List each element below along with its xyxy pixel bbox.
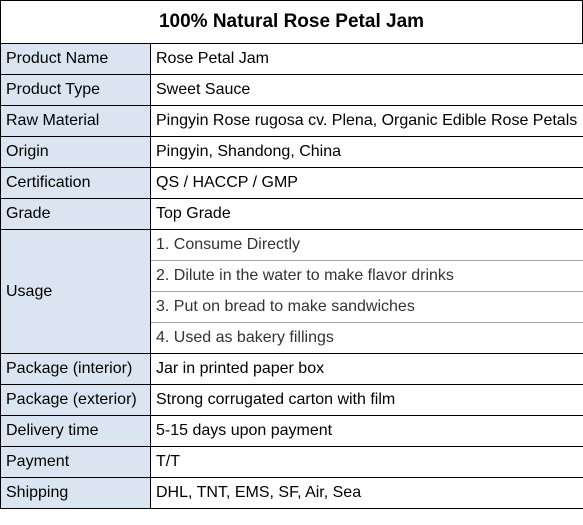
row-label: Certification	[0, 167, 151, 199]
row-label: Raw Material	[0, 105, 151, 137]
usage-item: 2. Dilute in the water to make flavor dr…	[150, 260, 583, 292]
usage-item: 4. Used as bakery fillings	[150, 322, 583, 354]
table-row-raw-material: Raw Material Pingyin Rose rugosa cv. Ple…	[0, 105, 583, 137]
row-value: QS / HACCP / GMP	[150, 167, 583, 199]
row-value: 5-15 days upon payment	[150, 415, 583, 447]
table-row-delivery-time: Delivery time 5-15 days upon payment	[0, 415, 583, 447]
row-label: Usage	[0, 229, 151, 354]
table-row-package-exterior: Package (exterior) Strong corrugated car…	[0, 384, 583, 416]
table-row-usage: 3. Put on bread to make sandwiches	[1, 291, 583, 323]
row-label: Shipping	[0, 477, 151, 509]
row-value: Top Grade	[150, 198, 583, 230]
table-row-grade: Grade Top Grade	[0, 198, 583, 230]
table-row-product-name: Product Name Rose Petal Jam	[0, 43, 583, 75]
row-value: Jar in printed paper box	[150, 353, 583, 385]
row-value: Pingyin, Shandong, China	[150, 136, 583, 168]
row-label: Package (exterior)	[0, 384, 151, 416]
table-row-payment: Payment T/T	[0, 446, 583, 478]
table-row-package-interior: Package (interior) Jar in printed paper …	[0, 353, 583, 385]
usage-item: 3. Put on bread to make sandwiches	[150, 291, 583, 323]
table-row-certification: Certification QS / HACCP / GMP	[0, 167, 583, 199]
row-label: Package (interior)	[0, 353, 151, 385]
table-row-usage: Usage 1. Consume Directly	[0, 229, 583, 354]
table-row-shipping: Shipping DHL, TNT, EMS, SF, Air, Sea	[0, 477, 583, 509]
row-value: T/T	[150, 446, 583, 478]
row-label: Product Name	[0, 43, 151, 75]
row-label: Delivery time	[0, 415, 151, 447]
row-label: Grade	[0, 198, 151, 230]
table-row-origin: Origin Pingyin, Shandong, China	[0, 136, 583, 168]
row-label: Product Type	[0, 74, 151, 106]
row-value: Rose Petal Jam	[150, 43, 583, 75]
row-value: DHL, TNT, EMS, SF, Air, Sea	[150, 477, 583, 509]
row-label: Payment	[0, 446, 151, 478]
row-label: Origin	[0, 136, 151, 168]
table-row-usage: 2. Dilute in the water to make flavor dr…	[1, 260, 583, 292]
usage-item: 1. Consume Directly	[150, 229, 583, 261]
table-title: 100% Natural Rose Petal Jam	[0, 0, 583, 43]
row-value: Sweet Sauce	[150, 74, 583, 106]
row-value: Strong corrugated carton with film	[150, 384, 583, 416]
row-value: Pingyin Rose rugosa cv. Plena, Organic E…	[150, 105, 583, 137]
spec-table: Product Name Rose Petal Jam Product Type…	[0, 43, 583, 509]
table-row-product-type: Product Type Sweet Sauce	[0, 74, 583, 106]
